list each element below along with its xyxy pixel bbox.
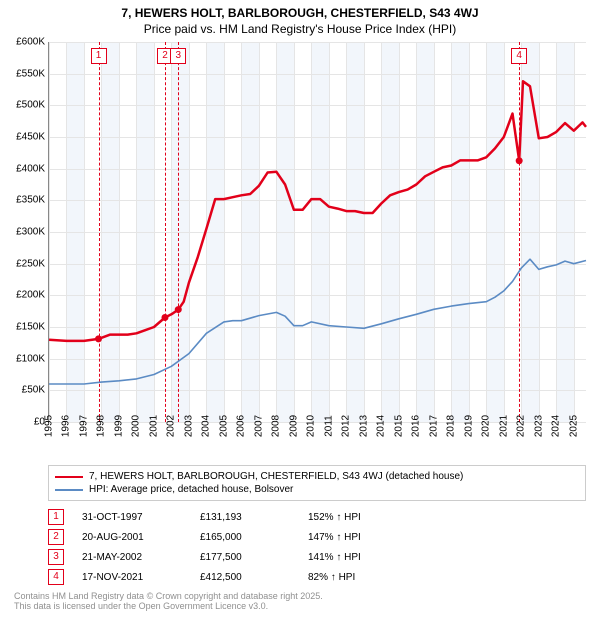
- legend-row: HPI: Average price, detached house, Bols…: [55, 483, 579, 496]
- y-axis-label: £500K: [16, 100, 45, 111]
- x-axis-label: 2023: [533, 415, 544, 437]
- transaction-date: 20-AUG-2001: [82, 532, 182, 543]
- x-axis-label: 2004: [201, 415, 212, 437]
- legend-row: 7, HEWERS HOLT, BARLBOROUGH, CHESTERFIEL…: [55, 470, 579, 483]
- series-marker: [175, 306, 182, 313]
- lines-layer: [49, 42, 586, 422]
- y-axis-label: £400K: [16, 163, 45, 174]
- transaction-price: £412,500: [200, 572, 290, 583]
- transaction-price: £131,193: [200, 512, 290, 523]
- event-marker: 3: [170, 48, 186, 64]
- x-axis-label: 2008: [271, 415, 282, 437]
- chart-container: 7, HEWERS HOLT, BARLBOROUGH, CHESTERFIEL…: [0, 0, 600, 620]
- y-axis-label: £300K: [16, 227, 45, 238]
- x-axis-label: 2010: [306, 415, 317, 437]
- series-line: [49, 81, 586, 341]
- transaction-row: 1 31-OCT-1997 £131,193 152% ↑ HPI: [48, 507, 586, 527]
- x-axis-label: 1997: [78, 415, 89, 437]
- legend: 7, HEWERS HOLT, BARLBOROUGH, CHESTERFIEL…: [48, 465, 586, 501]
- x-axis-label: 2024: [551, 415, 562, 437]
- transaction-marker: 1: [48, 509, 64, 525]
- transaction-date: 31-OCT-1997: [82, 512, 182, 523]
- x-axis-label: 1996: [61, 415, 72, 437]
- x-axis-label: 2001: [148, 415, 159, 437]
- series-marker: [95, 335, 102, 342]
- x-axis-label: 2005: [218, 415, 229, 437]
- legend-swatch: [55, 476, 83, 478]
- chart-title: 7, HEWERS HOLT, BARLBOROUGH, CHESTERFIEL…: [0, 0, 600, 20]
- legend-swatch: [55, 489, 83, 491]
- y-axis-label: £250K: [16, 258, 45, 269]
- transaction-price: £177,500: [200, 552, 290, 563]
- x-axis-label: 2012: [341, 415, 352, 437]
- x-axis-label: 2014: [376, 415, 387, 437]
- y-axis-label: £50K: [22, 385, 45, 396]
- series-marker: [161, 314, 168, 321]
- transaction-pct: 152% ↑ HPI: [308, 512, 408, 523]
- x-axis-label: 2025: [568, 415, 579, 437]
- x-axis-label: 2019: [463, 415, 474, 437]
- transaction-pct: 147% ↑ HPI: [308, 532, 408, 543]
- x-axis-label: 2003: [183, 415, 194, 437]
- y-axis-label: £550K: [16, 68, 45, 79]
- transaction-row: 2 20-AUG-2001 £165,000 147% ↑ HPI: [48, 527, 586, 547]
- x-axis-label: 1998: [96, 415, 107, 437]
- footer-line-2: This data is licensed under the Open Gov…: [14, 601, 586, 611]
- plot-area: £0£50K£100K£150K£200K£250K£300K£350K£400…: [48, 42, 586, 423]
- x-axis-label: 2017: [428, 415, 439, 437]
- y-axis-label: £350K: [16, 195, 45, 206]
- x-axis-label: 1995: [44, 415, 55, 437]
- transaction-date: 17-NOV-2021: [82, 572, 182, 583]
- transaction-pct: 141% ↑ HPI: [308, 552, 408, 563]
- event-marker: 4: [511, 48, 527, 64]
- x-axis-label: 2016: [411, 415, 422, 437]
- x-axis-label: 2009: [288, 415, 299, 437]
- x-axis-label: 2013: [358, 415, 369, 437]
- footer-line-1: Contains HM Land Registry data © Crown c…: [14, 591, 586, 601]
- x-axis-label: 2018: [446, 415, 457, 437]
- event-marker: 1: [91, 48, 107, 64]
- y-axis-label: £100K: [16, 353, 45, 364]
- x-axis-label: 2002: [166, 415, 177, 437]
- y-axis-label: £600K: [16, 37, 45, 48]
- x-axis-label: 2015: [393, 415, 404, 437]
- legend-label: 7, HEWERS HOLT, BARLBOROUGH, CHESTERFIEL…: [89, 471, 463, 482]
- x-axis-label: 2000: [131, 415, 142, 437]
- transaction-date: 21-MAY-2002: [82, 552, 182, 563]
- transaction-price: £165,000: [200, 532, 290, 543]
- chart-subtitle: Price paid vs. HM Land Registry's House …: [0, 20, 600, 42]
- transactions-table: 1 31-OCT-1997 £131,193 152% ↑ HPI 2 20-AUG-20…: [48, 507, 586, 587]
- y-axis-label: £150K: [16, 322, 45, 333]
- transaction-marker: 4: [48, 569, 64, 585]
- x-axis-label: 2020: [481, 415, 492, 437]
- transaction-row: 3 21-MAY-2002 £177,500 141% ↑ HPI: [48, 547, 586, 567]
- series-marker: [516, 157, 523, 164]
- x-axis-label: 2006: [236, 415, 247, 437]
- y-axis-label: £200K: [16, 290, 45, 301]
- x-axis-label: 2007: [253, 415, 264, 437]
- legend-label: HPI: Average price, detached house, Bols…: [89, 484, 293, 495]
- transaction-row: 4 17-NOV-2021 £412,500 82% ↑ HPI: [48, 567, 586, 587]
- transaction-marker: 3: [48, 549, 64, 565]
- transaction-pct: 82% ↑ HPI: [308, 572, 408, 583]
- x-axis-label: 2011: [323, 415, 334, 437]
- x-axis-label: 1999: [113, 415, 124, 437]
- series-line: [49, 259, 586, 384]
- y-axis-label: £450K: [16, 132, 45, 143]
- transaction-marker: 2: [48, 529, 64, 545]
- x-axis-label: 2022: [516, 415, 527, 437]
- x-axis-label: 2021: [498, 415, 509, 437]
